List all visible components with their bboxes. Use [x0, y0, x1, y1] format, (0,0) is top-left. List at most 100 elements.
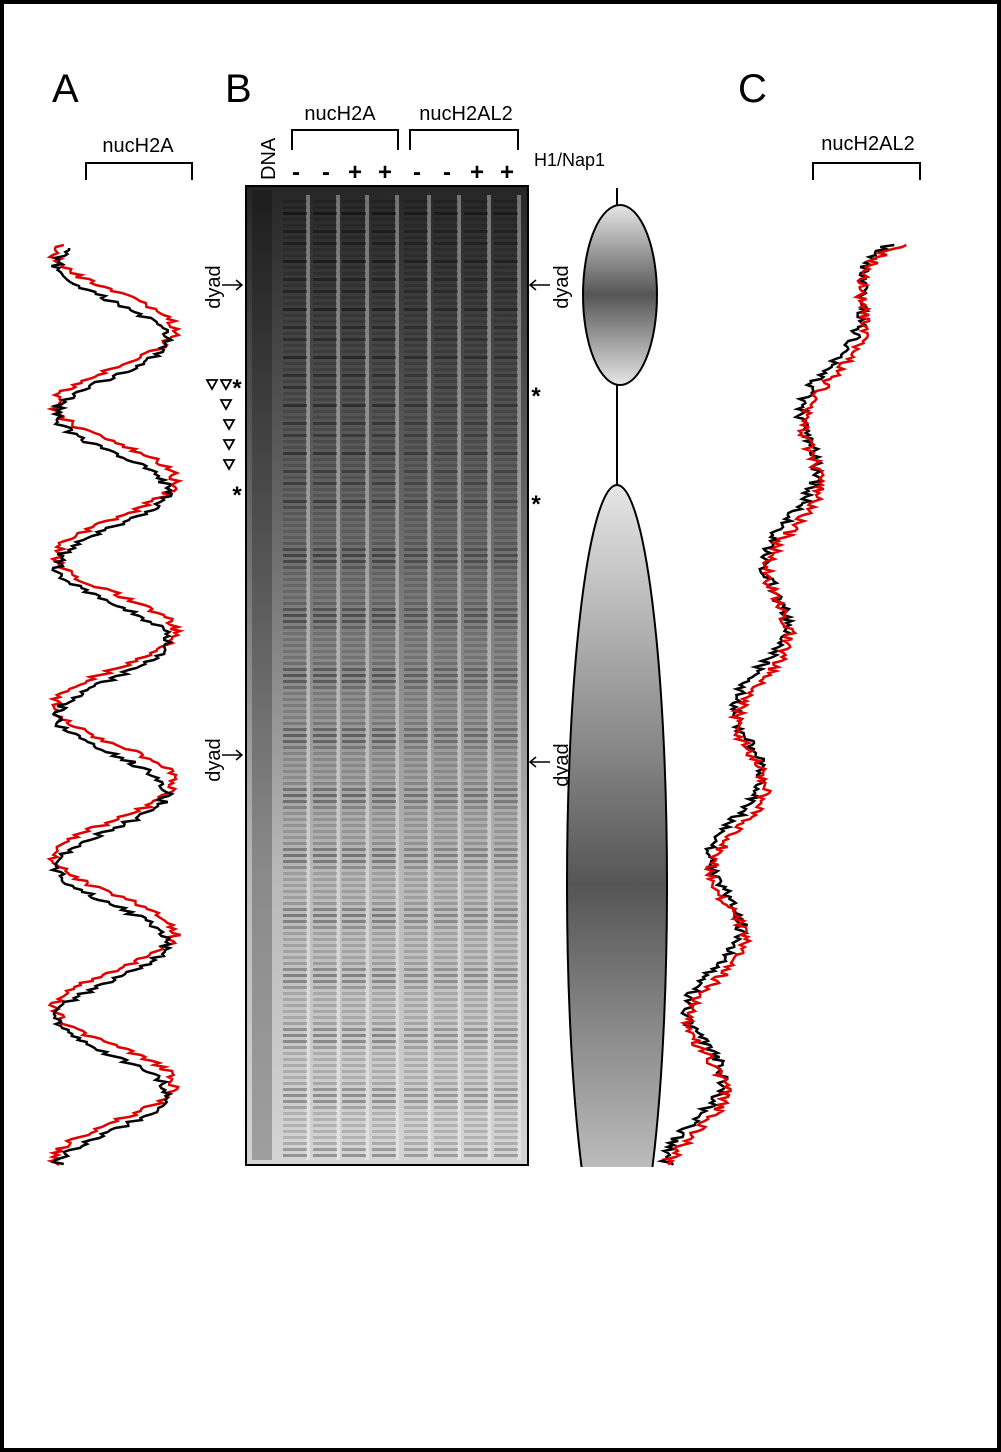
- band: [464, 1094, 488, 1097]
- band: [464, 800, 488, 803]
- band: [283, 344, 307, 347]
- band: [404, 524, 428, 527]
- band: [372, 1130, 396, 1133]
- band: [283, 1148, 307, 1151]
- band: [404, 902, 428, 905]
- band: [342, 1142, 366, 1145]
- band: [313, 488, 337, 491]
- band: [494, 440, 518, 443]
- band: [404, 212, 428, 215]
- band: [283, 554, 307, 557]
- band: [313, 1148, 337, 1151]
- band: [434, 818, 458, 821]
- band: [494, 824, 518, 827]
- band: [313, 272, 337, 275]
- band: [434, 680, 458, 683]
- band: [434, 1058, 458, 1061]
- band: [342, 1154, 366, 1157]
- band: [434, 326, 458, 329]
- band: [313, 794, 337, 797]
- band: [494, 752, 518, 755]
- band: [283, 584, 307, 587]
- band: [494, 500, 518, 503]
- band: [283, 812, 307, 815]
- band: [404, 758, 428, 761]
- band: [434, 800, 458, 803]
- band: [342, 476, 366, 479]
- band: [283, 470, 307, 473]
- band: [342, 758, 366, 761]
- band: [434, 506, 458, 509]
- band: [342, 1112, 366, 1115]
- band: [404, 716, 428, 719]
- band: [342, 440, 366, 443]
- band: [283, 578, 307, 581]
- band: [464, 884, 488, 887]
- band: [404, 302, 428, 305]
- band: [464, 746, 488, 749]
- band: [494, 764, 518, 767]
- band: [464, 230, 488, 233]
- band: [464, 782, 488, 785]
- band: [283, 434, 307, 437]
- arrows: [222, 279, 244, 761]
- band: [283, 842, 307, 845]
- band: [464, 866, 488, 869]
- band: [434, 392, 458, 395]
- band: [342, 860, 366, 863]
- band: [372, 236, 396, 239]
- band: [434, 1118, 458, 1121]
- band: [404, 242, 428, 245]
- lane-gap: [457, 195, 461, 1160]
- band: [434, 278, 458, 281]
- band: [494, 812, 518, 815]
- band: [434, 1106, 458, 1109]
- band: [372, 266, 396, 269]
- band: [313, 830, 337, 833]
- band: [372, 1010, 396, 1013]
- band: [464, 278, 488, 281]
- band: [372, 278, 396, 281]
- band: [313, 512, 337, 515]
- band: [434, 842, 458, 845]
- band: [464, 890, 488, 893]
- band: [283, 764, 307, 767]
- band: [404, 644, 428, 647]
- band: [283, 1058, 307, 1061]
- band: [404, 506, 428, 509]
- band: [434, 368, 458, 371]
- band: [494, 662, 518, 665]
- band: [404, 692, 428, 695]
- band: [464, 1130, 488, 1133]
- band: [434, 470, 458, 473]
- band: [464, 344, 488, 347]
- band: [342, 674, 366, 677]
- band: [434, 884, 458, 887]
- band: [494, 590, 518, 593]
- band: [342, 254, 366, 257]
- band: [342, 716, 366, 719]
- band: [494, 428, 518, 431]
- band: [464, 524, 488, 527]
- band: [313, 692, 337, 695]
- band: [313, 290, 337, 293]
- band: [342, 698, 366, 701]
- band: [494, 650, 518, 653]
- band: [313, 986, 337, 989]
- band: [434, 716, 458, 719]
- band: [342, 350, 366, 353]
- band: [283, 662, 307, 665]
- band: [372, 470, 396, 473]
- band: [342, 290, 366, 293]
- band: [283, 1076, 307, 1079]
- band: [464, 962, 488, 965]
- band: [464, 722, 488, 725]
- band: [494, 908, 518, 911]
- band: [404, 338, 428, 341]
- band: [283, 560, 307, 563]
- band: [434, 446, 458, 449]
- band: [372, 980, 396, 983]
- band: [464, 692, 488, 695]
- band: [494, 308, 518, 311]
- band: [494, 320, 518, 323]
